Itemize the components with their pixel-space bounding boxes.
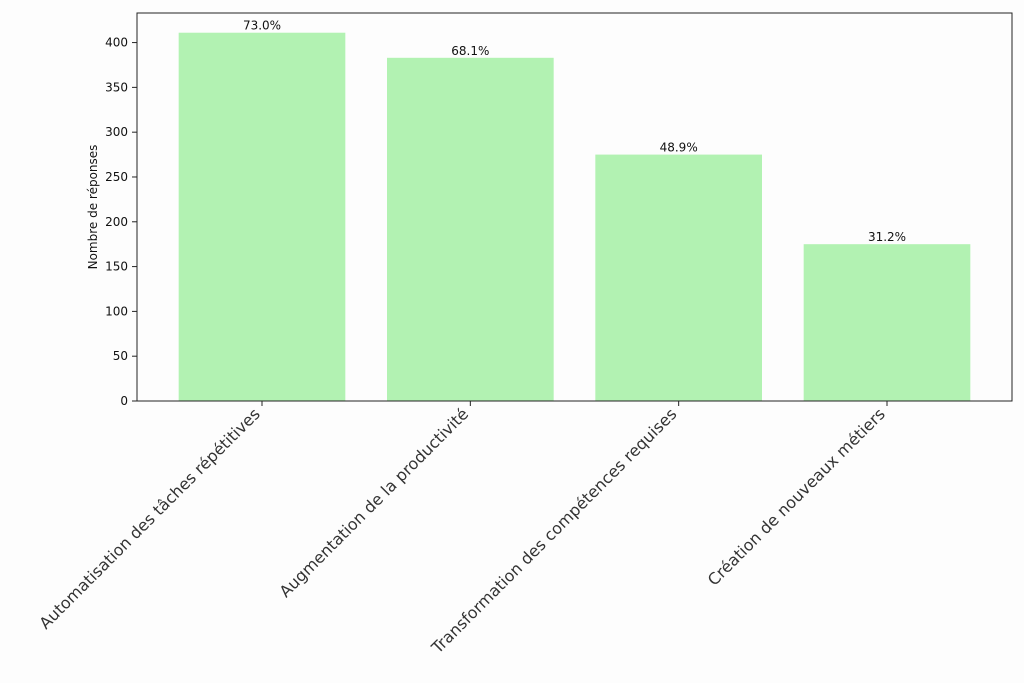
x-tick-label: Création de nouveaux métiers <box>704 404 889 589</box>
y-tick-label: 350 <box>105 80 128 94</box>
y-tick-label: 250 <box>105 170 128 184</box>
y-tick-label: 150 <box>105 260 128 274</box>
bar <box>387 57 554 401</box>
x-axis: Automatisation des tâches répétitives Aug… <box>35 401 889 658</box>
y-tick-label: 400 <box>105 36 128 50</box>
data-labels: 73.0% 68.1% 48.9% 31.2% <box>243 19 906 244</box>
y-tick-label: 300 <box>105 125 128 139</box>
y-tick-label: 100 <box>105 304 128 318</box>
data-label: 73.0% <box>243 19 281 33</box>
x-tick-label: Automatisation des tâches répétitives <box>35 404 263 632</box>
data-label: 31.2% <box>868 230 906 244</box>
plot-frame <box>136 12 1013 402</box>
y-tick-label: 50 <box>113 349 128 363</box>
y-axis: 0 50 100 150 200 250 300 350 400 <box>105 36 137 408</box>
y-tick-label: 200 <box>105 215 128 229</box>
x-tick-label: Augmentation de la productivité <box>276 404 473 601</box>
bar <box>803 244 971 401</box>
bar <box>178 32 346 402</box>
y-tick-label: 0 <box>120 394 128 408</box>
y-axis-title: Nombre de réponses <box>86 145 100 270</box>
x-tick-label: Transformation des compétences requises <box>427 404 680 657</box>
bars-layer <box>178 32 971 402</box>
data-label: 68.1% <box>451 44 489 58</box>
data-label: 48.9% <box>660 141 698 155</box>
bar <box>595 154 762 401</box>
